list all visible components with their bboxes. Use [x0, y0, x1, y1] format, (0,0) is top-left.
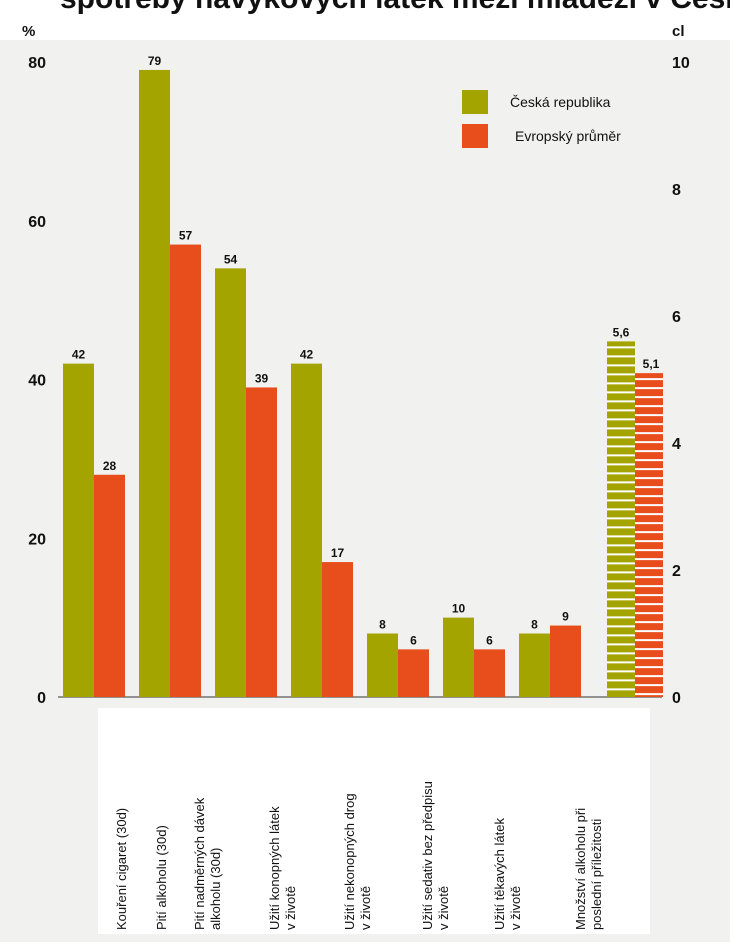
data-label: 39	[255, 371, 269, 385]
bar	[246, 387, 277, 697]
category-label: Užití těkavých látek v životě	[492, 708, 550, 934]
y-right-tick: 2	[672, 563, 681, 580]
data-label: 54	[224, 252, 238, 266]
category-label-text: Užití konopných látek v životě	[267, 806, 298, 930]
category-label-text: Pití alkoholu (30d)	[154, 825, 169, 930]
category-label: Užití sedativ bez předpisu v životě	[420, 708, 478, 934]
bar	[322, 562, 353, 697]
data-label: 6	[410, 633, 417, 647]
y-right-tick: 8	[672, 182, 681, 199]
data-label: 42	[72, 348, 86, 362]
bar	[398, 649, 429, 697]
bar	[367, 633, 398, 697]
data-label: 5,6	[613, 325, 630, 339]
bar	[443, 617, 474, 697]
y-right-tick: 6	[672, 309, 681, 326]
bar	[291, 363, 322, 697]
category-label-text: Užití sedativ bez předpisu v životě	[420, 781, 451, 930]
data-label: 6	[486, 633, 493, 647]
data-label: 8	[531, 618, 538, 632]
data-label: 10	[452, 602, 466, 616]
legend-label: Česká republika	[510, 94, 611, 110]
secondary-bar	[635, 373, 663, 697]
y-right-unit: cl	[672, 23, 685, 40]
category-label-text: Množství alkoholu při poslední příležito…	[573, 807, 604, 930]
data-label: 8	[379, 618, 386, 632]
bar	[550, 625, 581, 697]
data-label: 28	[103, 459, 117, 473]
bars: 42 79 54 42 8 10 8 28 57 39 17 6 6 9 5,6 5,1	[63, 54, 663, 697]
category-label: Pití alkoholu (30d)	[154, 708, 196, 934]
category-label-text: Užití nekonopných drog v životě	[342, 793, 373, 930]
bar	[215, 268, 246, 697]
bar	[474, 649, 505, 697]
legend-swatch	[462, 124, 488, 148]
category-label: Pití nadměrných dávek alkoholu (30d)	[192, 708, 250, 934]
data-label: 42	[300, 348, 314, 362]
y-left-unit: %	[22, 23, 35, 40]
y-right-tick: 0	[672, 690, 681, 707]
bar	[139, 69, 170, 697]
y-left-tick: 60	[28, 214, 46, 231]
category-label-text: Kouření cigaret (30d)	[114, 807, 129, 930]
y-left-tick: 40	[28, 373, 46, 390]
category-label: Užití konopných látek v životě	[267, 708, 325, 934]
y-right-tick: 10	[672, 55, 690, 72]
category-label-text: Pití nadměrných dávek alkoholu (30d)	[192, 797, 223, 930]
chart-title: spotřeby návykových látek mezi mládeží v…	[60, 0, 730, 16]
bar	[94, 474, 125, 697]
legend: Česká republika Evropský průměr	[462, 90, 621, 148]
bar	[170, 244, 201, 697]
bar	[519, 633, 550, 697]
category-label: Množství alkoholu při poslední příležito…	[573, 708, 631, 934]
bar	[63, 363, 94, 697]
data-label: 79	[148, 54, 162, 68]
category-label-box: Kouření cigaret (30d) Pití alkoholu (30d)…	[98, 708, 650, 934]
category-label: Užití nekonopných drog v životě	[342, 708, 400, 934]
title-strip: spotřeby návykových látek mezi mládeží v…	[0, 0, 730, 38]
y-left-tick: 20	[28, 531, 46, 548]
category-label: Kouření cigaret (30d)	[114, 708, 156, 934]
data-label: 17	[331, 546, 345, 560]
data-label: 9	[562, 610, 569, 624]
data-label: 57	[179, 229, 193, 243]
category-label-text: Užití těkavých látek v životě	[492, 818, 523, 930]
legend-label: Evropský průměr	[515, 128, 621, 144]
legend-swatch	[462, 90, 488, 114]
y-right-tick: 4	[672, 436, 681, 453]
y-left-tick: 0	[37, 690, 46, 707]
y-left-tick: 80	[28, 55, 46, 72]
data-label: 5,1	[643, 357, 660, 371]
